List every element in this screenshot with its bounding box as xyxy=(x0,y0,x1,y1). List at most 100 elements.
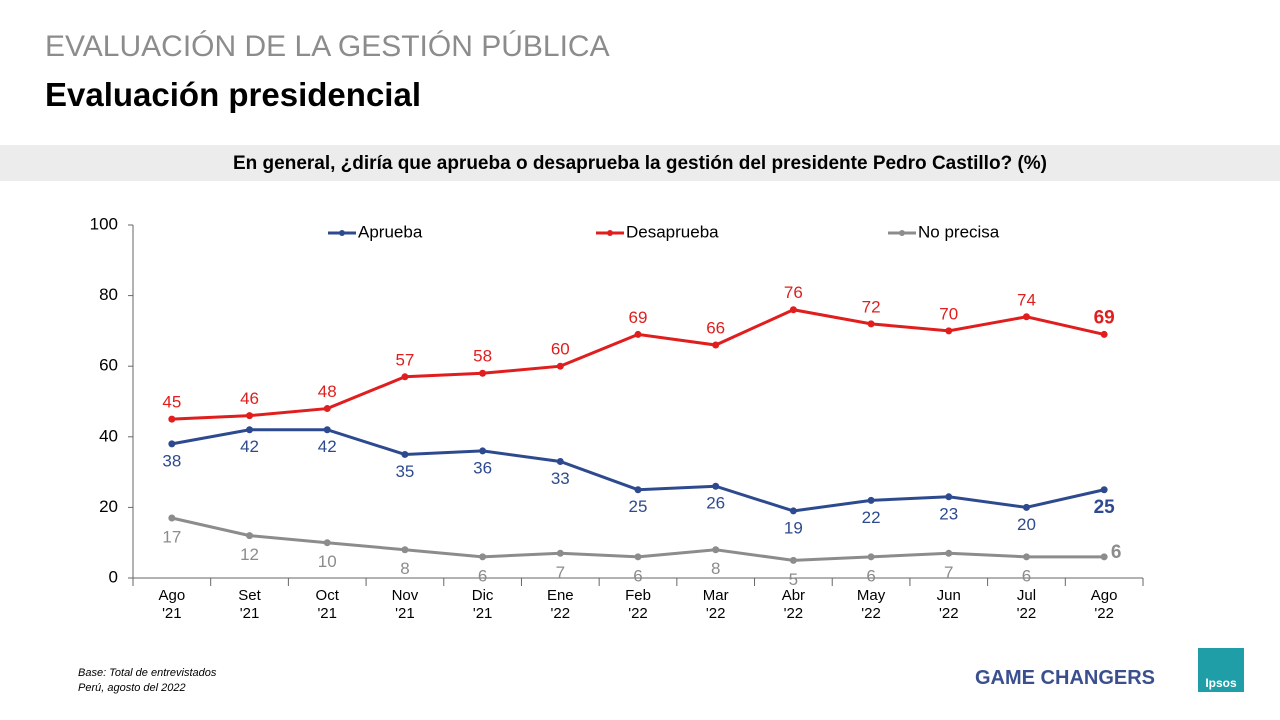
point xyxy=(1022,503,1030,511)
x-tick-label: Mar '22 xyxy=(702,587,729,622)
x-tick-label: Feb '22 xyxy=(625,587,651,622)
point xyxy=(867,496,875,504)
data-label: 35 xyxy=(395,462,414,481)
point xyxy=(168,514,176,522)
point xyxy=(246,412,254,420)
data-label: 10 xyxy=(318,552,337,571)
data-label: 7 xyxy=(556,563,565,582)
point xyxy=(246,532,254,540)
data-label: 38 xyxy=(162,451,181,470)
page-title: Evaluación presidencial xyxy=(45,76,421,113)
data-label: 58 xyxy=(473,347,492,366)
point xyxy=(1100,553,1108,561)
data-label: 20 xyxy=(1017,515,1036,534)
data-label: 46 xyxy=(240,389,259,408)
data-label: 74 xyxy=(1017,290,1036,309)
legend-marker xyxy=(339,230,345,236)
data-label: 12 xyxy=(240,545,259,564)
data-label: 6 xyxy=(1111,542,1122,563)
data-label: 36 xyxy=(473,458,492,477)
data-label: 23 xyxy=(939,504,958,523)
data-label: 5 xyxy=(789,570,798,589)
point xyxy=(556,549,564,557)
point xyxy=(556,362,564,370)
point xyxy=(634,553,642,561)
x-tick-label: Ago '22 xyxy=(1090,587,1118,622)
point xyxy=(323,426,331,434)
data-label: 72 xyxy=(862,297,881,316)
point xyxy=(867,553,875,561)
point xyxy=(168,440,176,448)
data-label: 57 xyxy=(395,350,414,369)
y-tick-label: 40 xyxy=(99,426,118,445)
x-tick-label: Ene '22 xyxy=(546,587,574,622)
legend-label: Desaprueba xyxy=(626,222,719,241)
point xyxy=(789,306,797,314)
point xyxy=(1100,486,1108,494)
point xyxy=(712,341,720,349)
data-label: 6 xyxy=(478,566,487,585)
chart-title: En general, ¿diría que aprueba o desapru… xyxy=(232,153,1047,174)
footnote: Base: Total de entrevistados Perú, agost… xyxy=(78,666,216,696)
point xyxy=(789,507,797,515)
point xyxy=(945,549,953,557)
x-tick-label: Oct '21 xyxy=(315,587,339,622)
data-label: 25 xyxy=(629,497,648,516)
point xyxy=(789,556,797,564)
point xyxy=(401,450,409,458)
x-tick-label: Set '21 xyxy=(238,587,261,622)
data-label: 17 xyxy=(162,527,181,546)
data-label: 22 xyxy=(862,508,881,527)
data-label: 6 xyxy=(866,566,875,585)
y-tick-label: 0 xyxy=(109,567,118,586)
x-tick-label: Dic '21 xyxy=(471,587,494,622)
data-label: 8 xyxy=(711,559,720,578)
y-tick-label: 20 xyxy=(99,497,118,516)
x-tick-label: Jun '22 xyxy=(936,587,961,622)
y-tick-label: 60 xyxy=(99,356,118,375)
data-label: 60 xyxy=(551,340,570,359)
point xyxy=(401,373,409,381)
data-label: 69 xyxy=(629,308,648,327)
point xyxy=(1100,330,1108,338)
legend-label: No precisa xyxy=(918,222,1000,241)
data-label: 69 xyxy=(1094,307,1115,328)
point xyxy=(1022,313,1030,321)
point xyxy=(634,330,642,338)
y-tick-label: 100 xyxy=(90,214,118,233)
point xyxy=(401,546,409,554)
point xyxy=(712,546,720,554)
data-label: 6 xyxy=(1022,566,1031,585)
data-label: 42 xyxy=(318,437,337,456)
x-tick-label: May '22 xyxy=(856,587,886,622)
data-label: 26 xyxy=(706,494,725,513)
section-title: EVALUACIÓN DE LA GESTIÓN PÚBLICA xyxy=(45,30,610,63)
point xyxy=(479,369,487,377)
point xyxy=(479,553,487,561)
y-tick-label: 80 xyxy=(99,285,118,304)
legend-marker xyxy=(607,230,613,236)
data-label: 70 xyxy=(939,304,958,323)
legend-label: Aprueba xyxy=(358,222,423,241)
x-tick-label: Nov '21 xyxy=(391,587,419,622)
legend-marker xyxy=(899,230,905,236)
point xyxy=(168,415,176,423)
question-band xyxy=(0,145,1280,181)
point xyxy=(323,539,331,547)
point xyxy=(556,458,564,466)
x-tick-label: Jul '22 xyxy=(1016,587,1037,622)
point xyxy=(1022,553,1030,561)
data-label: 66 xyxy=(706,319,725,338)
data-label: 25 xyxy=(1094,497,1116,518)
tagline: GAME CHANGERS xyxy=(975,667,1156,689)
data-label: 45 xyxy=(162,393,181,412)
point xyxy=(634,486,642,494)
data-label: 8 xyxy=(400,559,409,578)
data-label: 6 xyxy=(633,566,642,585)
data-label: 48 xyxy=(318,382,337,401)
data-label: 33 xyxy=(551,469,570,488)
data-label: 76 xyxy=(784,283,803,302)
footnote-line: Base: Total de entrevistados xyxy=(78,667,217,679)
point xyxy=(323,405,331,413)
